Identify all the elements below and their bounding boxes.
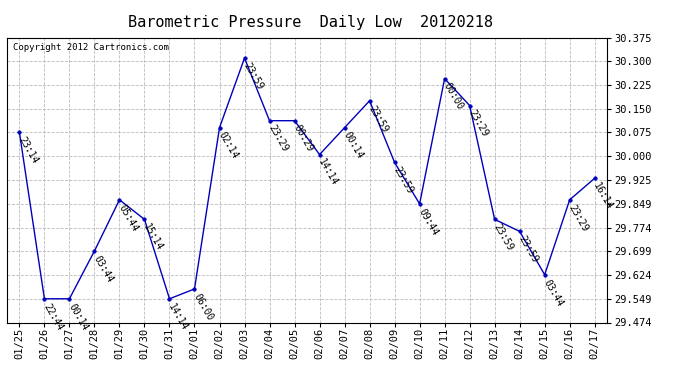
Text: Barometric Pressure  Daily Low  20120218: Barometric Pressure Daily Low 20120218 (128, 15, 493, 30)
Text: 23:59: 23:59 (366, 104, 390, 134)
Text: 00:29: 00:29 (291, 123, 315, 154)
Text: 15:14: 15:14 (141, 222, 165, 253)
Text: 23:59: 23:59 (491, 222, 515, 253)
Text: 00:14: 00:14 (342, 130, 365, 161)
Text: 05:44: 05:44 (117, 202, 139, 233)
Text: 02:14: 02:14 (217, 130, 239, 161)
Text: 23:59: 23:59 (391, 165, 415, 196)
Text: 22:44: 22:44 (41, 302, 65, 332)
Text: 03:44: 03:44 (91, 254, 115, 284)
Text: 00:14: 00:14 (66, 302, 90, 332)
Text: 06:00: 06:00 (191, 292, 215, 322)
Text: 23:29: 23:29 (266, 123, 290, 154)
Text: 23:59: 23:59 (241, 61, 265, 91)
Text: 14:14: 14:14 (166, 302, 190, 332)
Text: 23:59: 23:59 (517, 234, 540, 265)
Text: 14:14: 14:14 (317, 158, 339, 188)
Text: 00:00: 00:00 (442, 81, 465, 112)
Text: 23:14: 23:14 (17, 135, 39, 166)
Text: Copyright 2012 Cartronics.com: Copyright 2012 Cartronics.com (13, 43, 169, 52)
Text: 23:29: 23:29 (566, 202, 590, 233)
Text: 23:29: 23:29 (466, 108, 490, 139)
Text: 09:44: 09:44 (417, 207, 440, 237)
Text: 03:44: 03:44 (542, 278, 565, 308)
Text: 16:14: 16:14 (591, 181, 615, 212)
